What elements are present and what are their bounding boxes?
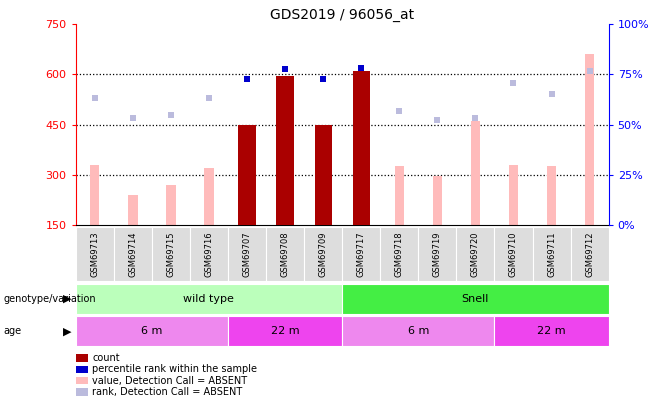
Bar bbox=[238, 125, 255, 225]
FancyBboxPatch shape bbox=[114, 227, 152, 281]
Bar bbox=[90, 164, 99, 225]
FancyBboxPatch shape bbox=[494, 227, 532, 281]
Text: 6 m: 6 m bbox=[141, 326, 163, 336]
Text: percentile rank within the sample: percentile rank within the sample bbox=[92, 364, 257, 374]
FancyBboxPatch shape bbox=[494, 316, 609, 346]
Text: 22 m: 22 m bbox=[270, 326, 299, 336]
Bar bbox=[585, 54, 594, 225]
Text: ▶: ▶ bbox=[63, 294, 71, 304]
Text: genotype/variation: genotype/variation bbox=[3, 294, 96, 304]
Text: GSM69710: GSM69710 bbox=[509, 231, 518, 277]
FancyBboxPatch shape bbox=[418, 227, 457, 281]
Text: GSM69713: GSM69713 bbox=[90, 231, 99, 277]
Text: GSM69719: GSM69719 bbox=[433, 231, 442, 277]
Bar bbox=[395, 166, 404, 225]
Text: value, Detection Call = ABSENT: value, Detection Call = ABSENT bbox=[92, 376, 247, 386]
Text: GSM69715: GSM69715 bbox=[166, 231, 175, 277]
Text: ▶: ▶ bbox=[63, 326, 71, 336]
Bar bbox=[166, 185, 176, 225]
Text: GSM69708: GSM69708 bbox=[280, 231, 290, 277]
FancyBboxPatch shape bbox=[228, 227, 266, 281]
FancyBboxPatch shape bbox=[457, 227, 494, 281]
Bar bbox=[432, 176, 442, 225]
Text: 22 m: 22 m bbox=[537, 326, 566, 336]
FancyBboxPatch shape bbox=[152, 227, 190, 281]
Bar bbox=[315, 125, 332, 225]
Text: GSM69712: GSM69712 bbox=[585, 231, 594, 277]
FancyBboxPatch shape bbox=[76, 227, 114, 281]
Text: Snell: Snell bbox=[462, 294, 489, 304]
FancyBboxPatch shape bbox=[380, 227, 418, 281]
Text: GSM69707: GSM69707 bbox=[243, 231, 251, 277]
FancyBboxPatch shape bbox=[570, 227, 609, 281]
Text: GSM69709: GSM69709 bbox=[318, 231, 328, 277]
Text: GSM69714: GSM69714 bbox=[128, 231, 138, 277]
FancyBboxPatch shape bbox=[190, 227, 228, 281]
Bar bbox=[470, 121, 480, 225]
FancyBboxPatch shape bbox=[76, 316, 228, 346]
FancyBboxPatch shape bbox=[304, 227, 342, 281]
FancyBboxPatch shape bbox=[532, 227, 570, 281]
Title: GDS2019 / 96056_at: GDS2019 / 96056_at bbox=[270, 8, 415, 22]
Text: GSM69720: GSM69720 bbox=[471, 231, 480, 277]
Text: GSM69717: GSM69717 bbox=[357, 231, 366, 277]
FancyBboxPatch shape bbox=[342, 227, 380, 281]
Bar bbox=[204, 168, 214, 225]
Bar bbox=[353, 71, 370, 225]
Bar bbox=[509, 164, 519, 225]
FancyBboxPatch shape bbox=[342, 316, 494, 346]
Bar bbox=[276, 76, 293, 225]
FancyBboxPatch shape bbox=[266, 227, 304, 281]
Text: rank, Detection Call = ABSENT: rank, Detection Call = ABSENT bbox=[92, 387, 242, 397]
Text: GSM69718: GSM69718 bbox=[395, 231, 404, 277]
Text: GSM69716: GSM69716 bbox=[205, 231, 213, 277]
Text: age: age bbox=[3, 326, 22, 336]
Bar bbox=[128, 195, 138, 225]
Text: wild type: wild type bbox=[184, 294, 234, 304]
Text: 6 m: 6 m bbox=[407, 326, 429, 336]
Text: GSM69711: GSM69711 bbox=[547, 231, 556, 277]
FancyBboxPatch shape bbox=[228, 316, 342, 346]
FancyBboxPatch shape bbox=[342, 284, 609, 314]
FancyBboxPatch shape bbox=[76, 284, 342, 314]
Bar bbox=[547, 166, 556, 225]
Text: count: count bbox=[92, 353, 120, 363]
